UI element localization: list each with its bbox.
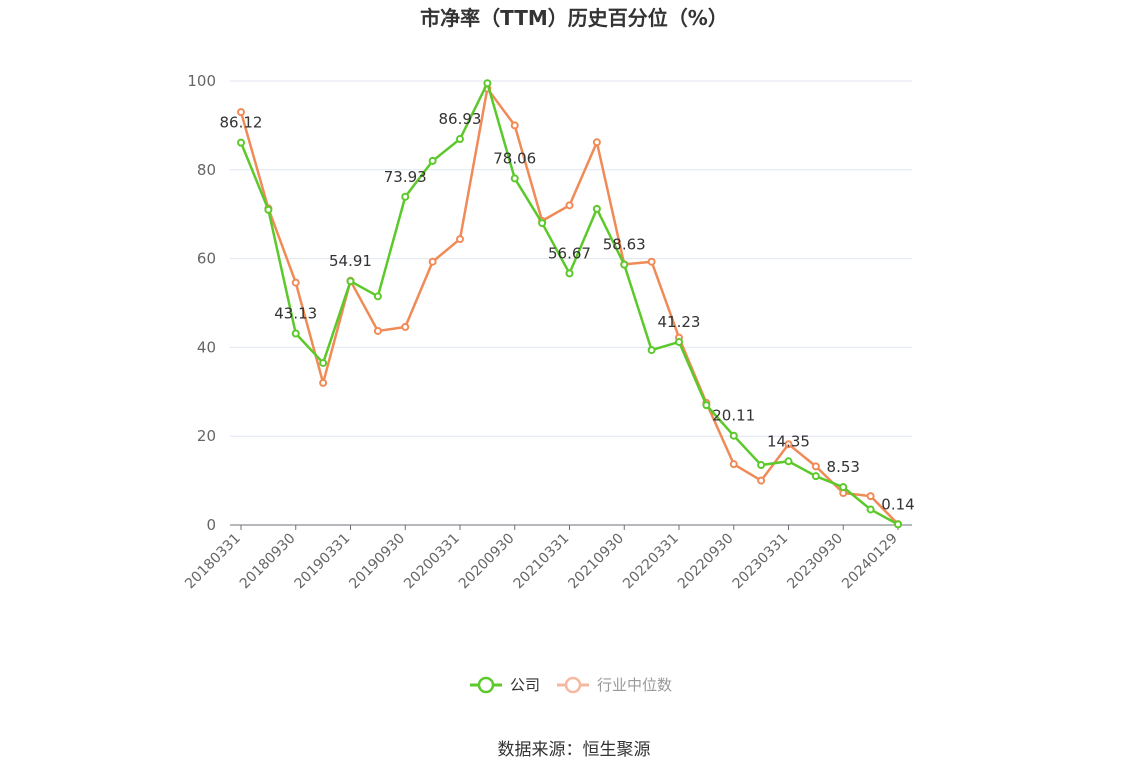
legend-marker-industry <box>564 676 582 694</box>
source-note: 数据来源：恒生聚源 <box>498 740 651 760</box>
data-point-company <box>237 138 245 147</box>
y-tick-label: 80 <box>197 161 216 179</box>
data-point-company <box>894 520 902 529</box>
data-point-company <box>428 156 437 165</box>
data-label: 86.93 <box>439 110 482 128</box>
data-point-industry <box>401 322 410 331</box>
data-point-company <box>647 346 656 355</box>
data-point-company <box>866 505 875 514</box>
data-point-company <box>565 269 574 278</box>
data-point-industry <box>291 278 300 287</box>
data-label: 43.13 <box>274 305 317 323</box>
data-point-company <box>291 329 300 338</box>
data-point-company <box>456 135 464 144</box>
data-point-company <box>373 292 382 301</box>
data-point-company <box>811 472 820 481</box>
data-point-company <box>346 277 355 286</box>
y-tick-label: 20 <box>197 427 216 445</box>
x-tick-label: 20220331 <box>620 531 682 593</box>
x-tick-label: 20180331 <box>182 531 244 593</box>
data-label: 54.91 <box>329 252 372 270</box>
data-point-company <box>620 260 629 269</box>
legend: 公司 行业中位数 <box>470 676 672 694</box>
data-point-company <box>784 457 793 466</box>
data-label: 14.35 <box>767 432 810 450</box>
series-line-company <box>239 81 899 526</box>
data-point-industry <box>592 138 601 147</box>
data-point-industry <box>237 108 245 117</box>
y-tick-label: 40 <box>197 338 216 356</box>
data-point-industry <box>729 460 738 469</box>
data-label: 20.11 <box>712 407 755 425</box>
data-point-industry <box>510 121 519 130</box>
data-point-company <box>401 192 410 201</box>
x-tick-label: 20230930 <box>784 531 846 593</box>
series-group <box>237 79 902 529</box>
data-point-industry <box>319 378 328 387</box>
data-label: 58.63 <box>603 236 646 254</box>
chart-title: 市净率（TTM）历史百分位（%） <box>420 6 728 30</box>
data-point-company <box>592 204 601 213</box>
x-tick-label: 20230331 <box>730 531 792 593</box>
data-point-industry <box>428 257 437 266</box>
data-point-company <box>729 431 738 440</box>
x-tick-label: 20220930 <box>675 531 737 593</box>
data-point-company <box>675 337 683 346</box>
x-tick-label: 20190930 <box>346 531 408 593</box>
x-tick-label: 20190331 <box>292 531 354 593</box>
x-tick-label: 20210930 <box>565 531 627 593</box>
x-tick-label: 20200331 <box>401 531 463 593</box>
data-label: 41.23 <box>658 313 701 331</box>
x-tick-label: 20180930 <box>237 531 299 593</box>
data-point-industry <box>811 462 820 471</box>
grid-lines <box>230 80 912 437</box>
x-tick-label: 20240129 <box>839 531 901 593</box>
legend-marker-company <box>477 676 495 694</box>
y-axis: 0 20 40 60 80 100 <box>187 72 216 534</box>
legend-label-company: 公司 <box>510 676 540 694</box>
data-label: 8.53 <box>827 458 860 476</box>
data-point-company <box>702 401 711 410</box>
data-point-company <box>264 205 273 214</box>
data-point-company <box>319 358 328 367</box>
data-labels: 86.12 43.13 54.91 73.93 86.93 78.06 56.67 58.63… <box>220 110 915 513</box>
legend-item-industry[interactable]: 行业中位数 <box>557 676 672 694</box>
data-label: 86.12 <box>220 114 263 132</box>
data-label: 0.14 <box>881 495 914 513</box>
data-label: 78.06 <box>493 149 536 167</box>
data-point-industry <box>866 492 875 501</box>
data-point-company <box>757 461 766 470</box>
y-tick-label: 100 <box>187 72 216 90</box>
y-tick-label: 60 <box>197 250 216 268</box>
x-tick-label: 20200930 <box>456 531 518 593</box>
data-label: 73.93 <box>384 168 427 186</box>
legend-label-industry: 行业中位数 <box>597 676 672 694</box>
data-point-industry <box>373 326 382 335</box>
data-point-company <box>510 174 519 183</box>
series-line-industry <box>239 87 899 525</box>
data-point-company <box>538 219 547 228</box>
data-label: 56.67 <box>548 244 591 262</box>
legend-item-company[interactable]: 公司 <box>470 676 540 694</box>
data-point-company <box>839 483 848 492</box>
data-point-industry <box>784 440 793 449</box>
y-tick-label: 0 <box>206 516 216 534</box>
data-point-industry <box>456 235 464 244</box>
x-axis: 2018033120180930201903312019093020200331… <box>182 525 901 592</box>
data-point-company <box>483 79 492 88</box>
x-tick-label: 20210331 <box>511 531 573 593</box>
data-point-industry <box>565 201 574 210</box>
data-point-industry <box>647 257 656 266</box>
data-point-industry <box>757 476 766 485</box>
